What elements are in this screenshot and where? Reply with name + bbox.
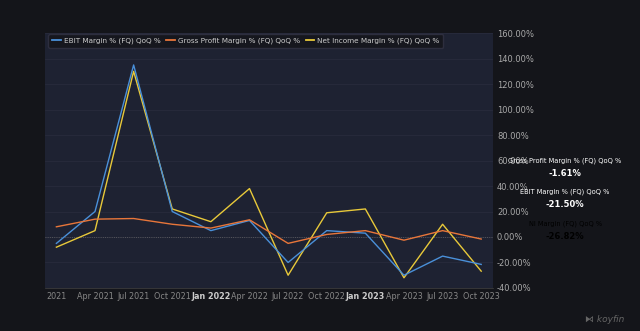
- Text: NI Margin (FQ) QoQ %: NI Margin (FQ) QoQ %: [529, 220, 602, 226]
- Text: -1.61%: -1.61%: [548, 169, 582, 178]
- Text: ⧑ koyfin: ⧑ koyfin: [584, 315, 624, 324]
- Text: Gross Profit Margin % (FQ) QoQ %: Gross Profit Margin % (FQ) QoQ %: [509, 158, 621, 164]
- Text: EBIT Margin % (FQ) QoQ %: EBIT Margin % (FQ) QoQ %: [520, 189, 610, 195]
- Text: -21.50%: -21.50%: [546, 201, 584, 210]
- Legend: EBIT Margin % (FQ) QoQ %, Gross Profit Margin % (FQ) QoQ %, Net Income Margin % : EBIT Margin % (FQ) QoQ %, Gross Profit M…: [49, 34, 443, 48]
- Text: -26.82%: -26.82%: [546, 232, 584, 241]
